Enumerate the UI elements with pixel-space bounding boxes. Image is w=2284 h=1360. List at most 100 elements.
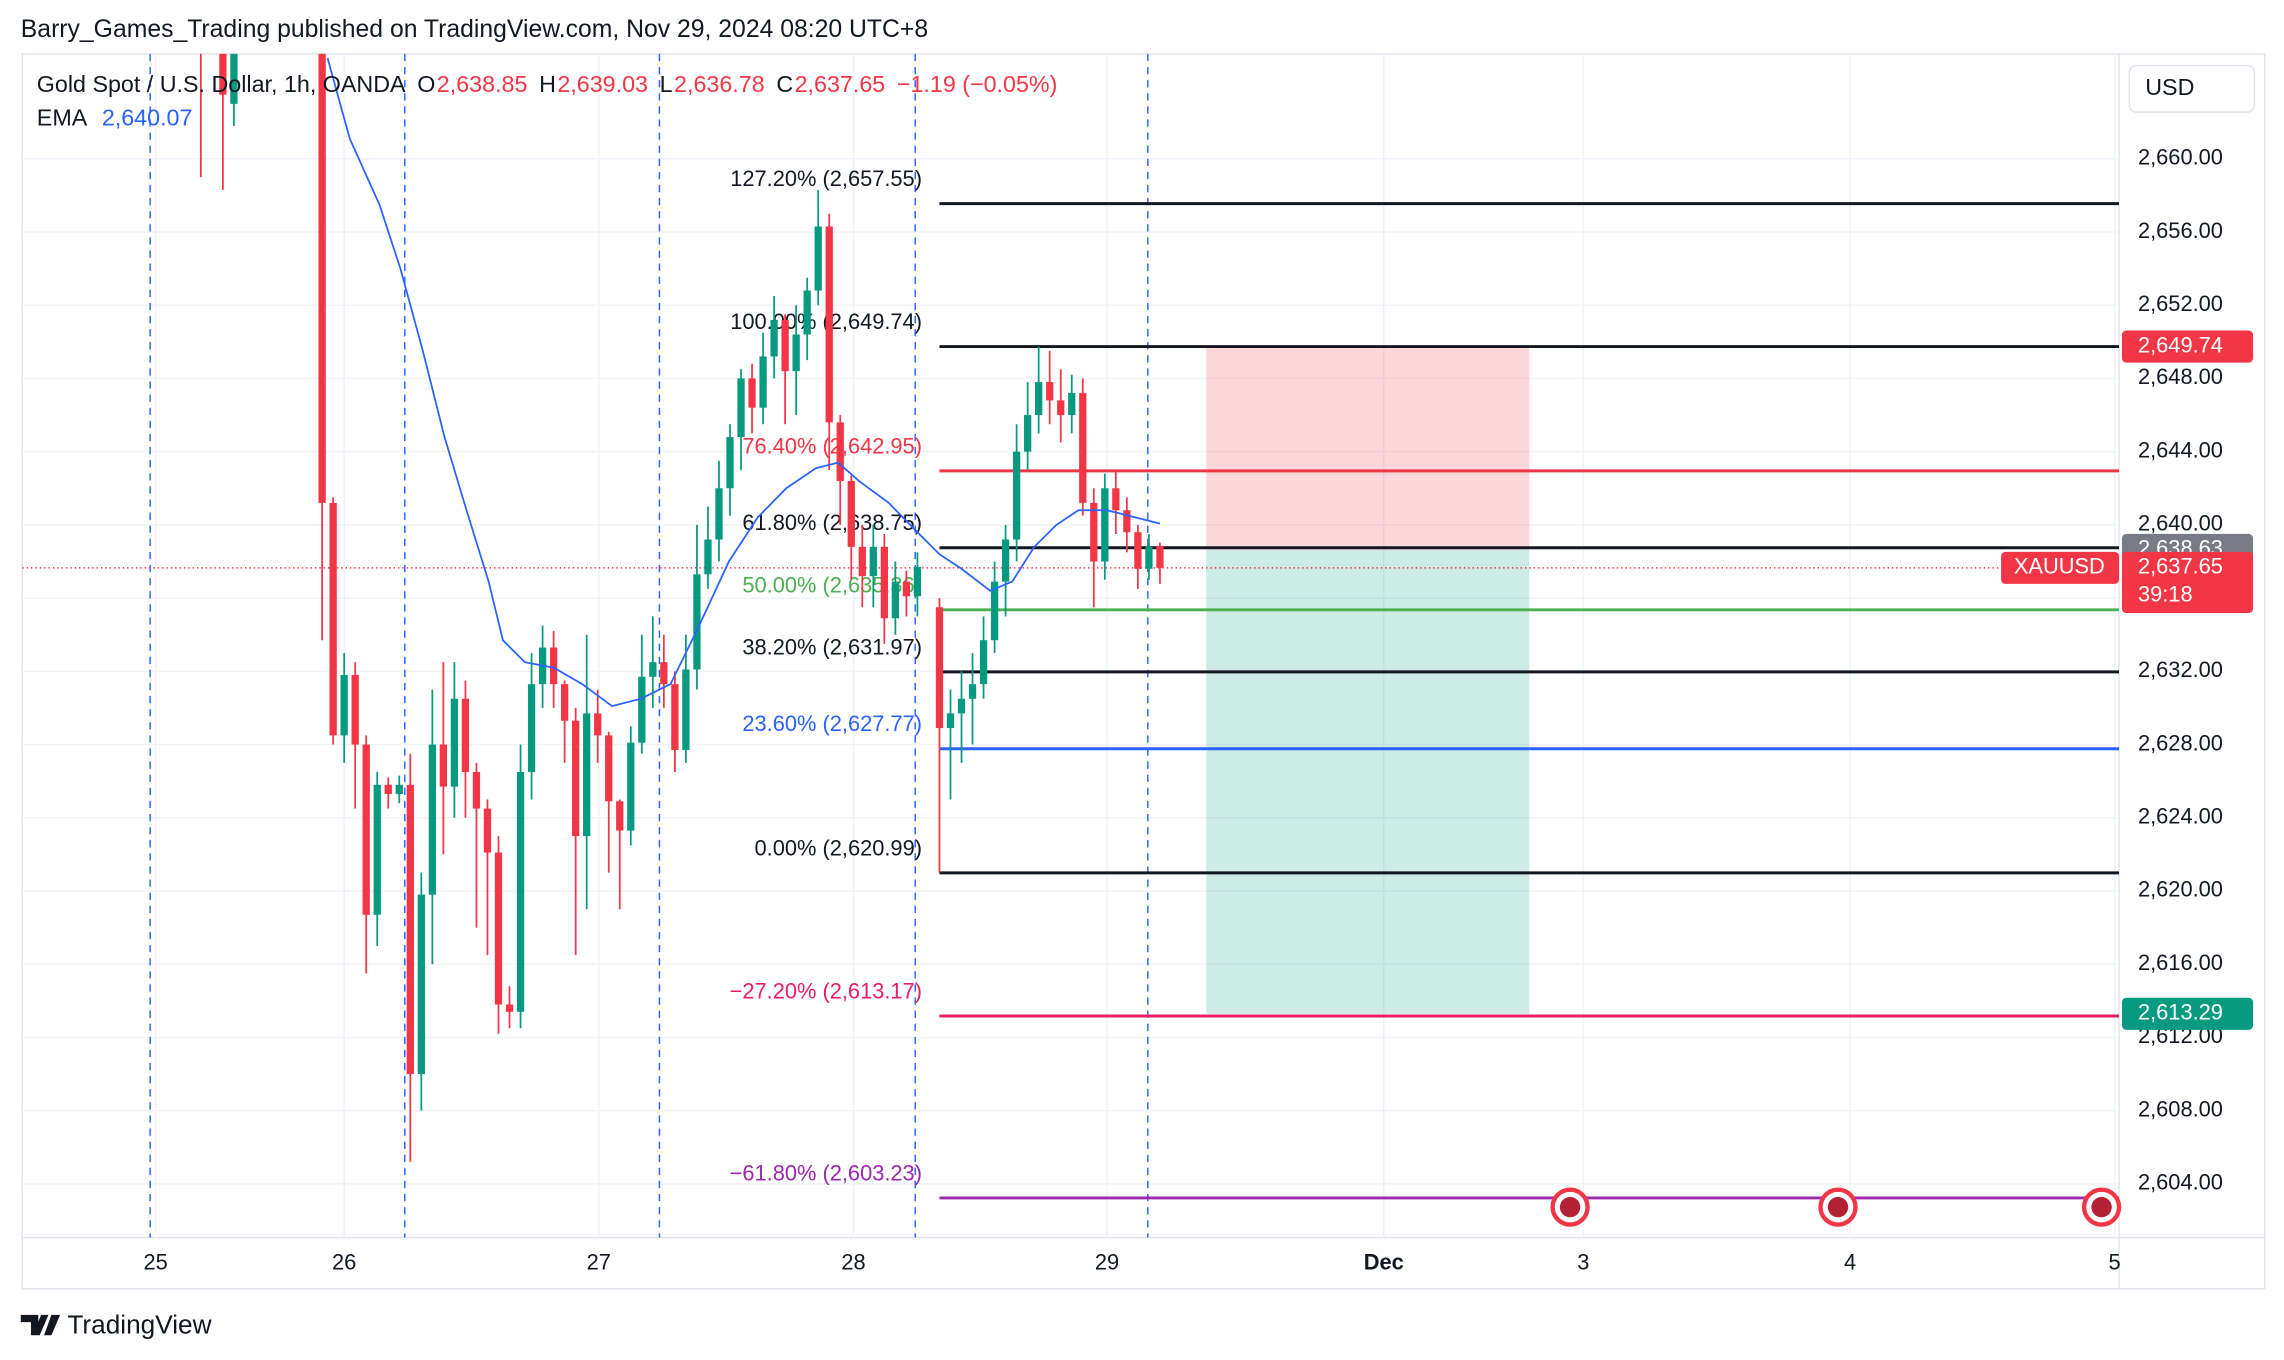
- candle-body: [836, 422, 844, 481]
- candle-body: [230, 53, 238, 104]
- candle-body: [340, 674, 348, 736]
- candle-body: [549, 647, 558, 685]
- candle-body: [329, 502, 337, 736]
- stop-zone: [1206, 346, 1530, 550]
- candle-body: [572, 720, 580, 837]
- legend-ema-name: EMA: [37, 105, 88, 131]
- candle-body: [406, 784, 414, 1075]
- legend-symbol: Gold Spot / U.S. Dollar, 1h, OANDA: [37, 71, 406, 97]
- candle-body: [957, 698, 966, 714]
- candle-body: [649, 662, 657, 677]
- stop-price-label-bg: [2121, 330, 2254, 363]
- x-tick-label: 3: [1577, 1250, 1589, 1275]
- candle-body: [483, 808, 492, 853]
- y-tick-label: 2,652.00: [2138, 291, 2223, 316]
- plot-area: 127.20% (2,657.55)100.00% (2,649.74)76.4…: [22, 53, 2120, 1238]
- event-icon-flag: [2091, 1196, 2112, 1218]
- legend-value: 2,639.03: [557, 71, 648, 97]
- stop-price-label: 2,649.74: [2138, 332, 2223, 357]
- x-tick-label: 4: [1844, 1250, 1856, 1275]
- candle-body: [792, 334, 800, 372]
- candle-body: [594, 713, 602, 736]
- last-price-bg: [2121, 551, 2254, 614]
- y-tick-label: 2,628.00: [2138, 730, 2223, 755]
- legend-key: C: [776, 71, 793, 97]
- candle-body: [902, 581, 911, 597]
- y-tick-label: 2,604.00: [2138, 1170, 2223, 1195]
- candle-body: [990, 581, 999, 641]
- candle-body: [759, 356, 767, 408]
- countdown-label: 39:18: [2138, 581, 2193, 606]
- currency-button[interactable]: [2128, 64, 2256, 113]
- candle-body: [704, 539, 712, 575]
- candle-body: [946, 713, 955, 729]
- candle-body: [439, 744, 448, 787]
- legend-value: 2,636.78: [674, 71, 765, 97]
- candle-body: [803, 290, 811, 335]
- last-price-label: 2,637.65: [2138, 554, 2223, 579]
- candle-body: [968, 684, 977, 699]
- candle-body: [1012, 451, 1021, 540]
- candle-body: [737, 378, 745, 438]
- candle-body: [1101, 488, 1109, 562]
- candle-body: [362, 744, 370, 915]
- y-tick-label: 2,608.00: [2138, 1096, 2223, 1121]
- candle-body: [891, 581, 900, 619]
- candle-body: [561, 684, 569, 721]
- candle-body: [627, 742, 635, 831]
- candle-body: [935, 607, 944, 729]
- legend-key: H: [539, 71, 556, 97]
- candle-body: [847, 480, 855, 547]
- event-icon-flag: [1559, 1196, 1581, 1218]
- axes: 2,604.002,608.002,612.002,616.002,620.00…: [144, 145, 2254, 1275]
- candle-body: [1134, 532, 1142, 569]
- candle-body: [1057, 400, 1065, 416]
- target-price-label: 2,613.29: [2138, 1000, 2223, 1025]
- currency-label: USD: [2145, 74, 2194, 100]
- fib-label: −61.80% (2,603.23): [730, 1160, 922, 1185]
- candle-body: [638, 676, 646, 743]
- y-tick-label: 2,644.00: [2138, 437, 2223, 462]
- y-tick-label: 2,660.00: [2138, 145, 2223, 170]
- candle-body: [1123, 510, 1131, 533]
- candle-body: [682, 669, 690, 751]
- candle-body: [715, 488, 723, 540]
- candle-body: [913, 566, 922, 597]
- fib-label: 38.20% (2,631.97): [742, 634, 922, 659]
- candle-body: [781, 319, 789, 372]
- candle-body: [505, 1004, 514, 1012]
- candle-body: [616, 801, 624, 831]
- candle-body: [1090, 502, 1098, 562]
- candle-body: [660, 662, 668, 685]
- candle-body: [825, 226, 833, 423]
- candle-body: [770, 319, 778, 357]
- x-tick-label: 5: [2109, 1250, 2121, 1275]
- event-icon-flag: [1827, 1196, 1849, 1218]
- fib-label: 61.80% (2,638.75): [742, 510, 922, 535]
- candle-body: [1068, 393, 1076, 416]
- candle-body: [880, 546, 888, 619]
- tradingview-logo: [20, 1314, 61, 1336]
- candle-body: [726, 437, 734, 489]
- candle-body: [318, 53, 326, 503]
- candle-body: [1145, 546, 1153, 569]
- candle-body: [461, 698, 470, 772]
- candle-body: [671, 684, 679, 751]
- candle-body: [858, 546, 866, 577]
- candle-body: [1079, 393, 1087, 503]
- target-zone: [1206, 549, 1530, 1014]
- candle-body: [373, 784, 381, 915]
- candle-body: [219, 53, 227, 95]
- candle-body: [748, 378, 756, 408]
- candle-body: [1001, 539, 1010, 582]
- event-icons: [1550, 1187, 2122, 1227]
- legend: Gold Spot / U.S. Dollar, 1h, OANDA O 2,638…: [37, 71, 1058, 130]
- fib-label: −27.20% (2,613.17): [730, 978, 922, 1003]
- candle-body: [693, 574, 701, 670]
- candle-body: [979, 640, 988, 685]
- candle-body: [395, 784, 403, 794]
- candle-body: [1035, 382, 1043, 416]
- y-tick-label: 2,624.00: [2138, 804, 2223, 829]
- candle-body: [527, 684, 536, 772]
